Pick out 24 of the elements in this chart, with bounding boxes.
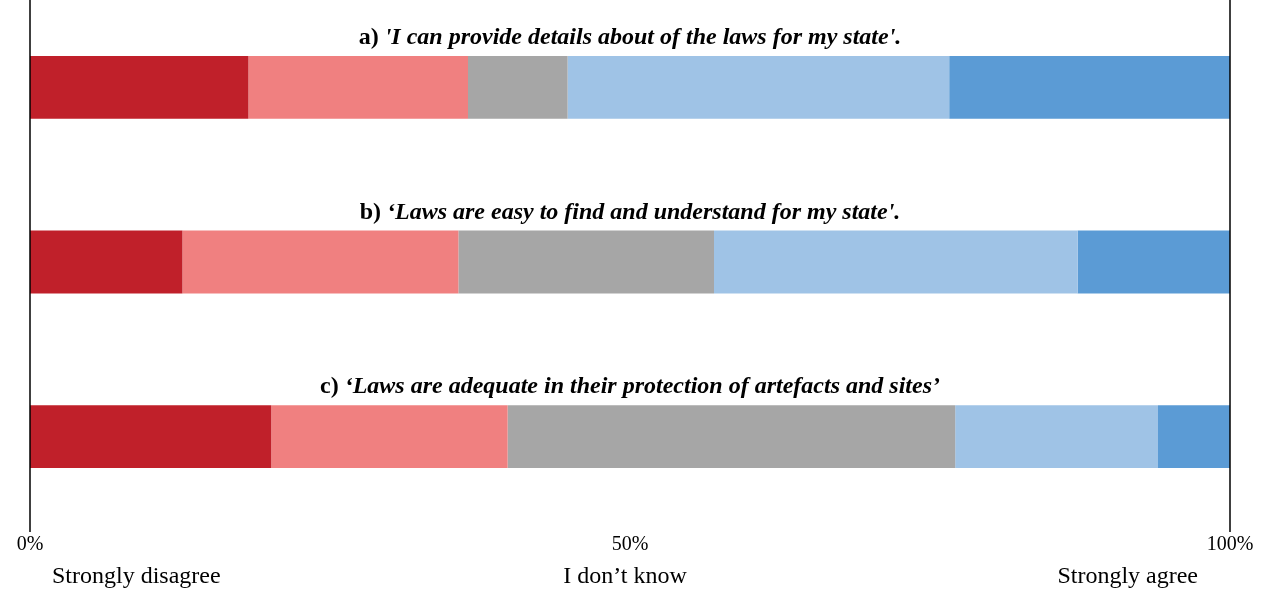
y-tick-label: a) 'I can provide details about of the laws for my state'. bbox=[358, 23, 902, 50]
bar bbox=[30, 230, 183, 294]
y-tick-label: c) ‘Laws are adequate in their protection of artefacts and sites’ bbox=[320, 372, 940, 399]
bar bbox=[949, 55, 1230, 119]
bar bbox=[30, 55, 249, 119]
bar bbox=[248, 55, 468, 119]
bar bbox=[271, 405, 508, 469]
x-tick-label: 50% bbox=[611, 532, 649, 555]
bar bbox=[458, 230, 714, 294]
bar bbox=[1158, 405, 1230, 469]
y-tick-label: b) ‘Laws are easy to find and understand for my state'. bbox=[359, 197, 901, 224]
bar bbox=[468, 55, 568, 119]
bar bbox=[30, 405, 272, 469]
x-tick-label: 0% bbox=[16, 532, 44, 555]
bar bbox=[714, 230, 1078, 294]
text: Strongly agree bbox=[1057, 562, 1198, 589]
bar bbox=[1077, 230, 1230, 294]
bar bbox=[567, 55, 950, 119]
text: I don’t know bbox=[563, 562, 687, 589]
x-tick-label: 100% bbox=[1206, 532, 1254, 555]
bar bbox=[182, 230, 459, 294]
bar bbox=[955, 405, 1158, 469]
text: Strongly disagree bbox=[52, 562, 221, 589]
bar bbox=[507, 405, 956, 469]
